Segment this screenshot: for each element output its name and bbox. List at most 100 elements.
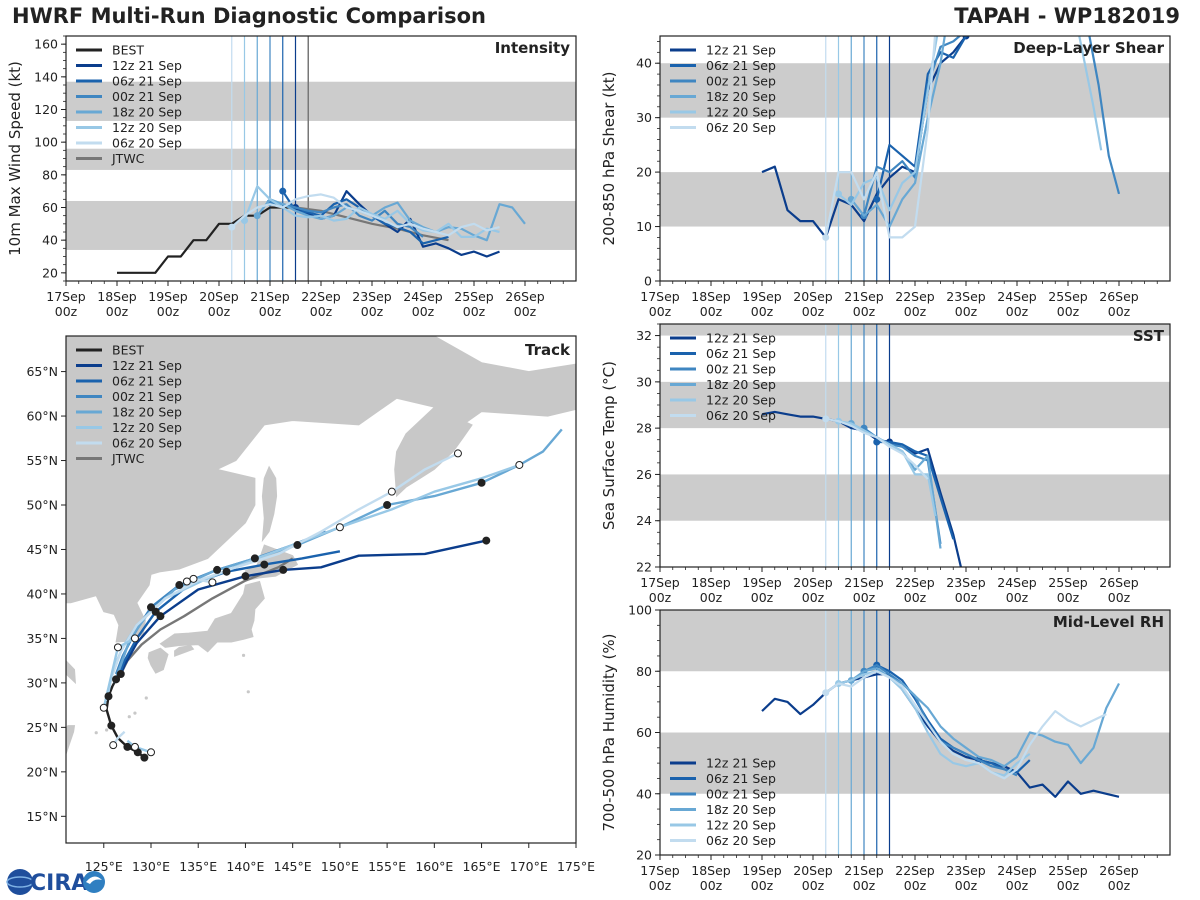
track-position-marker <box>107 721 116 730</box>
panel-track: 15°N 20°N 25°N 30°N 35°N 40°N 45°N 50°N 55°N 60°N… <box>26 335 595 874</box>
track-position-marker <box>208 578 217 587</box>
legend-label: 06z 20 Sep <box>706 120 776 135</box>
plot-area <box>660 36 1170 281</box>
x-tick-label-hour: 00z <box>802 304 825 319</box>
x-tick-label-hour: 00z <box>853 304 876 319</box>
x-tick-label-date: 23Sep <box>946 575 986 590</box>
x-tick-label-hour: 00z <box>208 304 231 319</box>
series-line-18z-20-sep <box>850 36 946 228</box>
x-tick-label-date: 26Sep <box>1099 289 1139 304</box>
x-tick-label-date: 23Sep <box>352 289 392 304</box>
x-tick-label-hour: 00z <box>361 304 384 319</box>
y-tick-label: 20 <box>42 265 58 280</box>
y-tick-label: 140 <box>34 69 58 84</box>
x-tick-label-date: 22Sep <box>895 289 935 304</box>
series-line-12z-20-sep <box>838 670 1031 777</box>
legend-label: 12z 21 Sep <box>112 358 182 373</box>
series-line-00z-21-sep <box>1088 36 1121 195</box>
x-tick-label-hour: 00z <box>955 590 978 605</box>
y-tick-label: 20 <box>636 165 652 180</box>
island-landmass <box>105 728 109 732</box>
series-marker-06z-21-sep <box>873 195 881 203</box>
y-tick-label: 40 <box>636 786 652 801</box>
legend-label: 12z 20 Sep <box>706 393 776 408</box>
legend-label: 12z 20 Sep <box>706 818 776 833</box>
threshold-band <box>660 63 1170 118</box>
taiwan-landmass <box>66 725 76 755</box>
y-axis-label: 700-500 hPa Humidity (%) <box>600 633 618 831</box>
series-line-06z-20-sep <box>231 193 500 237</box>
legend-label: 18z 20 Sep <box>706 377 776 392</box>
legend-label: 12z 21 Sep <box>112 58 182 73</box>
x-tick-label-hour: 00z <box>751 590 774 605</box>
lat-tick-label: 35°N <box>26 631 58 646</box>
x-tick-label-hour: 00z <box>259 304 282 319</box>
y-tick-label: 100 <box>34 135 58 150</box>
plot-area <box>660 324 1170 567</box>
x-tick-label-date: 18Sep <box>691 289 731 304</box>
x-tick-label-hour: 00z <box>1057 304 1080 319</box>
track-position-marker <box>156 612 165 621</box>
x-tick-label-hour: 00z <box>106 304 129 319</box>
threshold-band <box>66 81 576 121</box>
x-tick-label-date: 25Sep <box>1048 863 1088 878</box>
series-line-12z-20-sep <box>243 185 500 238</box>
legend-label: 00z 21 Sep <box>706 787 776 802</box>
track-position-marker <box>453 449 462 458</box>
legend-label: 18z 20 Sep <box>112 105 182 120</box>
x-tick-label-date: 20Sep <box>793 289 833 304</box>
island-landmass <box>127 715 131 719</box>
panel-title: Deep-Layer Shear <box>1013 39 1164 57</box>
threshold-band <box>660 381 1170 429</box>
series-marker-06z-20-sep <box>228 223 236 231</box>
legend-label: 18z 20 Sep <box>706 802 776 817</box>
x-tick-label-date: 19Sep <box>742 289 782 304</box>
x-tick-label-hour: 00z <box>853 878 876 893</box>
track-position-marker <box>189 574 198 583</box>
map-area <box>66 336 576 762</box>
x-tick-label-hour: 00z <box>463 304 486 319</box>
series-line-best <box>117 206 296 274</box>
lat-tick-label: 40°N <box>26 586 58 601</box>
series-marker-18z-20-sep <box>253 212 261 220</box>
x-tick-label-hour: 00z <box>853 590 876 605</box>
panel-title: SST <box>1133 327 1165 345</box>
legend-label: 06z 20 Sep <box>112 436 182 451</box>
series-line-06z-21-sep <box>876 440 955 540</box>
legend-label: 06z 20 Sep <box>112 136 182 151</box>
legend-label: 12z 21 Sep <box>706 331 776 346</box>
legend-label: 06z 21 Sep <box>706 346 776 361</box>
x-tick-label-hour: 00z <box>514 304 537 319</box>
x-tick-label-hour: 00z <box>310 304 333 319</box>
x-tick-label-date: 18Sep <box>97 289 137 304</box>
lon-tick-label: 150°E <box>321 859 359 874</box>
y-tick-label: 26 <box>636 467 652 482</box>
x-tick-label-hour: 00z <box>1108 878 1131 893</box>
plot-area <box>66 36 576 281</box>
series-line-jtwc <box>295 206 449 242</box>
x-tick-label-hour: 00z <box>1057 590 1080 605</box>
panel-intensity: 2040608010012014016017Sep00z18Sep00z19Se… <box>6 35 577 319</box>
x-tick-label-hour: 00z <box>751 304 774 319</box>
y-tick-label: 10 <box>636 219 652 234</box>
track-position-marker <box>175 581 184 590</box>
track-position-marker <box>113 643 122 652</box>
legend-label: 00z 21 Sep <box>706 362 776 377</box>
panel-title: Track <box>525 341 571 359</box>
series-marker-06z-20-sep <box>822 689 830 697</box>
series-line-06z-20-sep <box>824 36 937 239</box>
x-tick-label-hour: 00z <box>55 304 78 319</box>
x-tick-label-hour: 00z <box>904 590 927 605</box>
lon-tick-label: 140°E <box>226 859 264 874</box>
track-position-marker <box>222 567 231 576</box>
lat-tick-label: 55°N <box>26 453 58 468</box>
x-tick-label-date: 18Sep <box>691 863 731 878</box>
plot-area <box>660 610 1170 855</box>
track-position-marker <box>147 748 155 757</box>
legend-label: 06z 21 Sep <box>112 374 182 389</box>
track-position-marker <box>116 670 125 678</box>
threshold-band <box>660 474 1170 521</box>
y-tick-label: 60 <box>636 725 652 740</box>
